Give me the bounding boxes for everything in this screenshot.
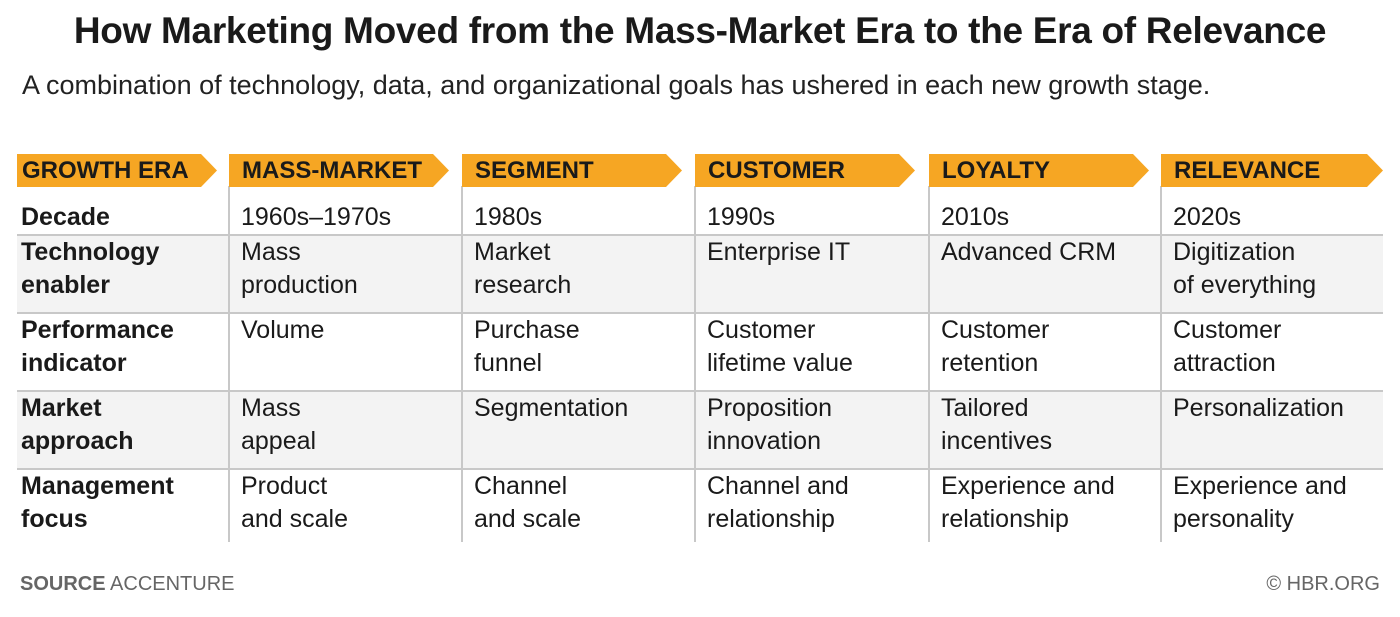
subtitle: A combination of technology, data, and o…	[22, 70, 1211, 100]
column-divider	[928, 186, 930, 542]
table-cell: 2020s	[1173, 203, 1242, 231]
column-divider	[1160, 186, 1162, 542]
row-divider	[17, 234, 1383, 236]
column-header: MASS-MARKET	[229, 154, 449, 187]
table-cell: Volume	[241, 316, 325, 344]
row-label: Market approach	[21, 394, 134, 455]
table-cell: Tailored incentives	[941, 394, 1053, 455]
table-cell: 1990s	[707, 203, 776, 231]
table-cell: Channel and relationship	[707, 472, 849, 533]
column-header: CUSTOMER	[695, 154, 915, 187]
table-cell: Customer attraction	[1173, 316, 1282, 377]
page-title: How Marketing Moved from the Mass-Market…	[73, 10, 1327, 51]
table-cell: Enterprise IT	[707, 238, 851, 266]
table-cell: Customer retention	[941, 316, 1050, 377]
row-band	[17, 235, 1383, 313]
source-note: SOURCE ACCENTURE	[20, 573, 234, 596]
row-label: Management focus	[21, 472, 174, 533]
row-label: Performance indicator	[21, 316, 174, 377]
table-cell: Experience and personality	[1173, 472, 1347, 533]
row-label: Decade	[21, 203, 110, 231]
row-divider	[17, 468, 1383, 470]
table-cell: Proposition innovation	[707, 394, 833, 455]
table-cell: Channel and scale	[474, 472, 582, 533]
source-value: ACCENTURE	[110, 573, 235, 595]
column-header: LOYALTY	[929, 154, 1149, 187]
copyright: © HBR.ORG	[1266, 573, 1380, 595]
table-cell: 1980s	[474, 203, 543, 231]
table-cell: Segmentation	[474, 394, 629, 422]
table-cell: Customer lifetime value	[707, 316, 853, 377]
column-divider	[694, 186, 696, 542]
table-cell: Experience and relationship	[941, 472, 1115, 533]
table-cell: Digitization of everything	[1173, 238, 1317, 299]
column-header: SEGMENT	[462, 154, 682, 187]
table-cell: Market research	[474, 238, 572, 299]
row-divider	[17, 312, 1383, 314]
column-divider	[461, 186, 463, 542]
row-label: Technology enabler	[21, 238, 160, 299]
column-divider	[228, 186, 230, 542]
table-cell: Mass appeal	[241, 394, 317, 455]
table-cell: 2010s	[941, 203, 1010, 231]
table-cell: Purchase funnel	[474, 316, 580, 377]
table-cell: Advanced CRM	[941, 238, 1117, 266]
row-band	[17, 391, 1383, 469]
table-cell: Mass production	[241, 238, 358, 299]
table-cell: 1960s–1970s	[241, 203, 392, 231]
table-cell: Personalization	[1173, 394, 1344, 422]
row-divider	[17, 390, 1383, 392]
table-cell: Product and scale	[241, 472, 349, 533]
header-corner: GROWTH ERA	[17, 154, 217, 187]
column-header: RELEVANCE	[1161, 154, 1383, 187]
source-label: SOURCE	[20, 573, 106, 595]
